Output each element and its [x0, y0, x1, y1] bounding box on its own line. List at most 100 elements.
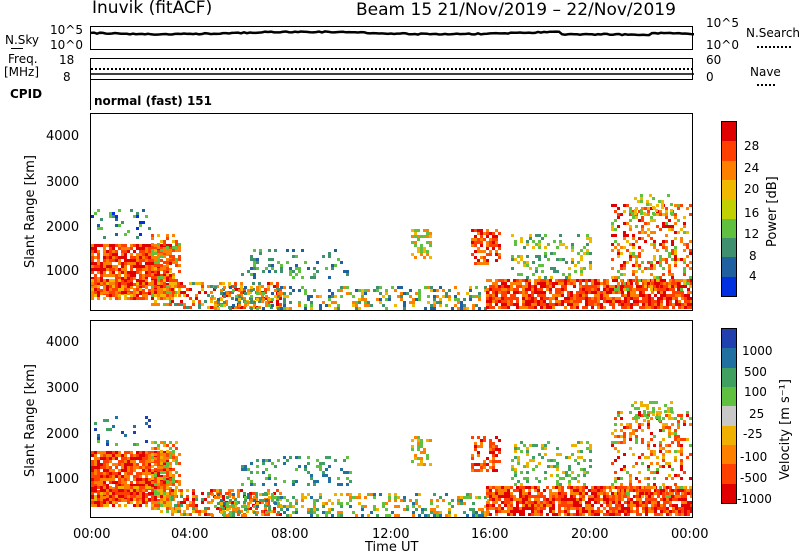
power-cell [656, 204, 659, 207]
velocity-cell [420, 451, 423, 454]
power-cell [94, 262, 97, 265]
velocity-cell [486, 507, 489, 510]
power-cell [334, 264, 337, 267]
power-cell [148, 244, 151, 247]
power-cell [394, 289, 397, 292]
power-cell [617, 282, 620, 285]
power-cell [668, 252, 671, 255]
velocity-cell [124, 478, 127, 481]
velocity-cell [94, 457, 97, 460]
power-cell [652, 212, 655, 215]
velocity-cell [286, 508, 289, 511]
power-cell [124, 279, 127, 282]
power-cell [142, 247, 145, 250]
power-cell [492, 291, 495, 294]
power-cell [642, 288, 645, 291]
velocity-cell [103, 469, 106, 472]
power-cell [540, 282, 543, 285]
power-cell [641, 216, 644, 219]
power-cell [680, 237, 683, 240]
power-cell [97, 224, 100, 227]
power-cell [367, 301, 370, 304]
velocity-cell [629, 432, 632, 435]
power-cell [609, 300, 612, 303]
velocity-cell [166, 495, 169, 498]
velocity-cell [510, 498, 513, 501]
velocity-cell [189, 501, 192, 504]
power-cell [265, 301, 268, 304]
velocity-cell [151, 465, 154, 468]
velocity-cell [136, 451, 139, 454]
power-cell [588, 285, 591, 288]
power-cell [91, 244, 94, 247]
power-cell [466, 292, 469, 295]
velocity-cell [295, 511, 298, 514]
velocity-cell [526, 480, 529, 483]
power-cell [210, 291, 213, 294]
power-cell [151, 237, 154, 240]
velocity-cell [322, 474, 325, 477]
power-cell [115, 294, 118, 297]
power-cell [559, 258, 562, 261]
power-cb-tick-16: 16 [744, 207, 759, 219]
velocity-cell [495, 436, 498, 439]
power-cell [139, 274, 142, 277]
velocity-cell [154, 483, 157, 486]
velocity-cell [121, 475, 124, 478]
velocity-cell [415, 502, 418, 505]
velocity-cell [624, 510, 627, 513]
power-cell [145, 256, 148, 259]
power-cell [136, 262, 139, 265]
velocity-cell [594, 513, 597, 516]
power-cell [127, 292, 130, 295]
velocity-cell [629, 411, 632, 414]
power-cell [586, 234, 589, 237]
velocity-cell [658, 407, 661, 410]
power-cell [346, 286, 349, 289]
velocity-cell [463, 496, 466, 499]
velocity-cell [561, 495, 564, 498]
power-cell [585, 303, 588, 306]
nave-tick-bottom: 0 [706, 71, 714, 83]
power-cell [639, 288, 642, 291]
velocity-cell [507, 513, 510, 516]
power-cell [472, 304, 475, 307]
velocity-cell [172, 444, 175, 447]
velocity-cell [516, 504, 519, 507]
power-cell [433, 295, 436, 298]
velocity-cell [522, 513, 525, 516]
power-cell [504, 297, 507, 300]
power-cell [626, 288, 629, 291]
velocity-cell [580, 468, 583, 471]
velocity-cell [414, 436, 417, 439]
power-cell [556, 270, 559, 273]
velocity-cell [172, 450, 175, 453]
power-cell [172, 258, 175, 261]
velocity-cell [614, 417, 617, 420]
power-cell [495, 285, 498, 288]
power-cell [175, 240, 178, 243]
power-cell [414, 232, 417, 235]
velocity-cell [498, 451, 501, 454]
power-cell [501, 303, 504, 306]
velocity-cell [514, 447, 517, 450]
velocity-cell [477, 463, 480, 466]
power-cell [650, 267, 653, 270]
power-cell [180, 291, 183, 294]
power-cell [151, 297, 154, 300]
power-cell [411, 241, 414, 244]
power-cell [298, 301, 301, 304]
velocity-cell [690, 489, 692, 492]
velocity-cell [582, 489, 585, 492]
velocity-cell [429, 463, 432, 466]
power-cell [663, 279, 666, 282]
power-cell [112, 250, 115, 253]
velocity-cell [486, 489, 489, 492]
velocity-cell [564, 504, 567, 507]
power-colorbar-swatch [722, 277, 736, 296]
velocity-cell [142, 457, 145, 460]
power-cell [115, 250, 118, 253]
power-cell [163, 291, 166, 294]
velocity-cell [615, 510, 618, 513]
power-cell [668, 267, 671, 270]
